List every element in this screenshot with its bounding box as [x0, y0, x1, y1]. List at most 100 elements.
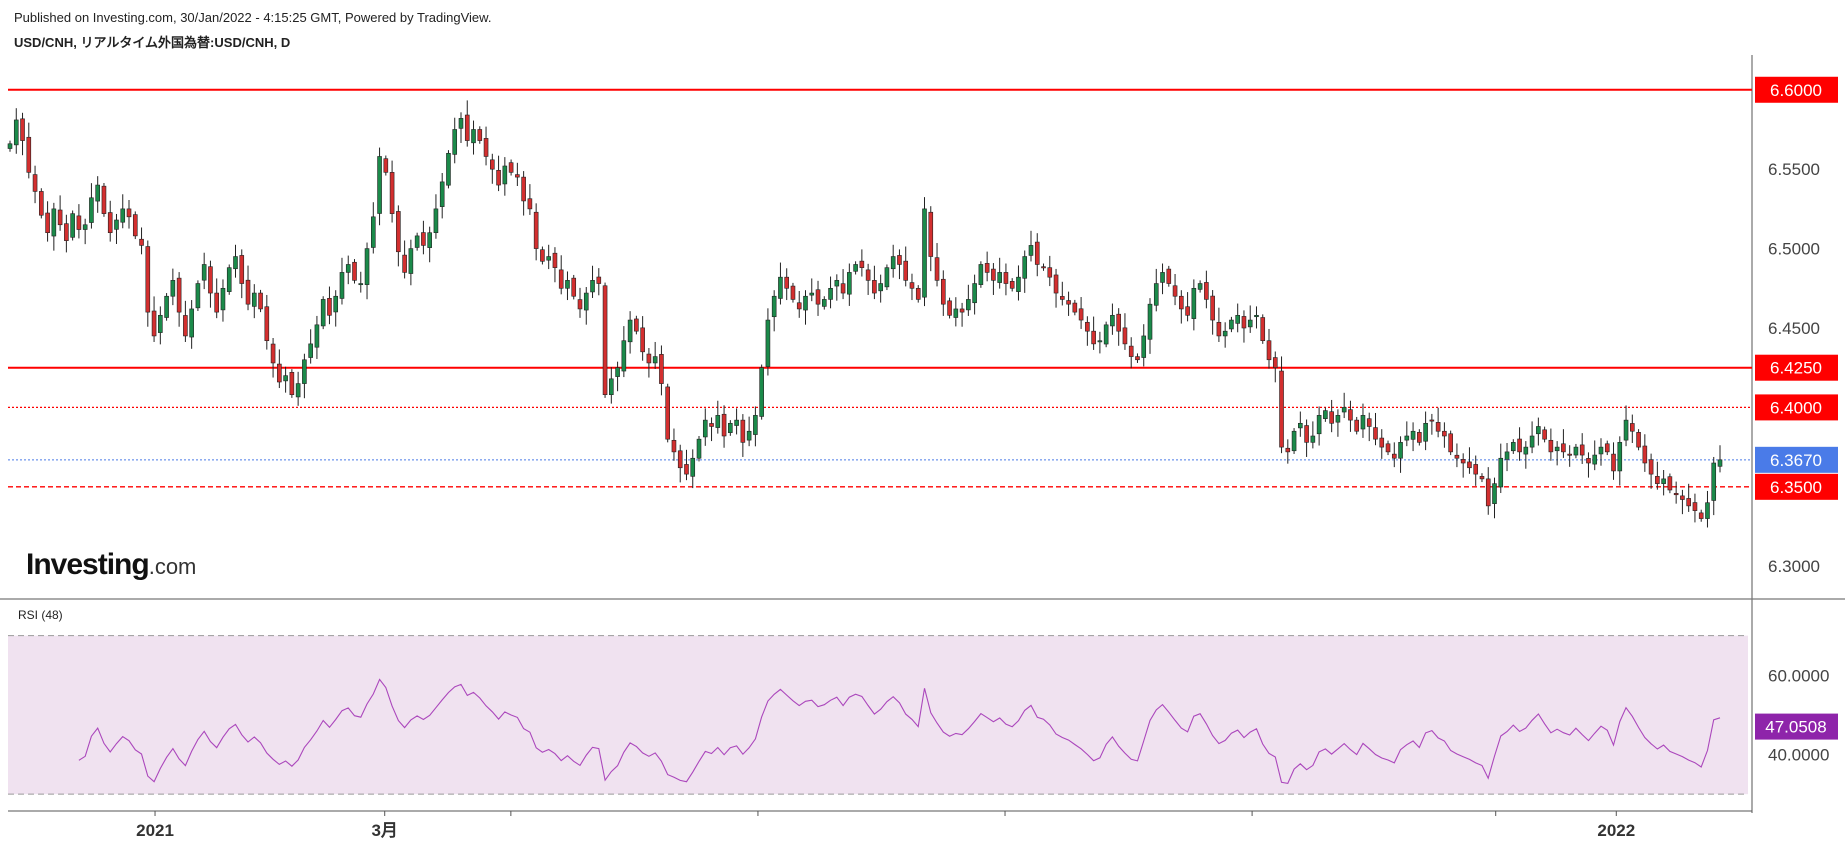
candle-body	[602, 285, 608, 396]
candle-body	[947, 300, 952, 316]
candle-body	[1485, 478, 1491, 507]
candle-body	[1310, 435, 1316, 443]
candle-body	[1153, 283, 1159, 306]
candle-body	[1517, 438, 1522, 453]
candle-body	[327, 297, 332, 316]
candle-body	[1348, 409, 1353, 421]
candle-body	[991, 268, 996, 281]
candle-body	[709, 423, 714, 427]
current-price-badge-bg	[1755, 446, 1838, 473]
candle-body	[258, 292, 263, 310]
candle-body	[922, 208, 927, 298]
candle-body	[552, 252, 558, 268]
candle-body	[753, 415, 758, 435]
candle-body	[139, 238, 144, 246]
candle-body	[1247, 319, 1253, 328]
candle-body	[1204, 282, 1209, 300]
candle-body	[540, 249, 545, 262]
candle-body	[446, 152, 451, 186]
candle-body	[145, 246, 151, 313]
candle-body	[615, 367, 620, 377]
candle-body	[1404, 435, 1410, 441]
candle-body	[778, 276, 783, 299]
candle-body	[521, 176, 526, 202]
candle-body	[1680, 495, 1685, 500]
candle-body	[7, 143, 13, 149]
candle-body	[1279, 370, 1284, 448]
published-note: Published on Investing.com, 30/Jan/2022 …	[14, 10, 492, 25]
candle-body	[934, 257, 940, 281]
candle-body	[865, 269, 871, 281]
candle-body	[771, 295, 777, 318]
candle-body	[13, 119, 19, 146]
candle-body	[527, 198, 533, 210]
candle-body	[1467, 461, 1472, 469]
candle-body	[1636, 432, 1641, 448]
candle-body	[1586, 458, 1591, 464]
candle-body	[677, 450, 683, 469]
candle-body	[859, 260, 865, 268]
level-badge-bg	[1755, 354, 1838, 381]
candle-body	[1561, 443, 1566, 453]
candle-body	[1410, 430, 1416, 440]
candle-body	[665, 386, 670, 440]
candle-body	[1504, 451, 1510, 460]
candle-body	[226, 267, 232, 292]
candle-body	[784, 276, 790, 289]
candle-body	[164, 295, 169, 318]
candle-body	[477, 129, 483, 141]
candle-body	[1354, 419, 1360, 432]
candle-body	[370, 216, 376, 248]
candle-body	[1567, 453, 1572, 456]
candle-body	[339, 272, 345, 299]
candle-body	[828, 287, 833, 300]
candle-body	[1360, 415, 1366, 430]
candle-body	[558, 269, 564, 289]
candle-body	[1379, 437, 1385, 448]
candle-body	[233, 256, 238, 270]
candle-body	[151, 310, 157, 337]
candle-body	[684, 464, 689, 475]
candle-body	[740, 419, 746, 443]
candle-body	[1072, 302, 1078, 313]
candle-body	[358, 283, 364, 286]
candle-body	[1116, 313, 1121, 332]
candle-body	[421, 232, 426, 246]
time-tick-label: 2022	[1597, 821, 1635, 840]
candle-body	[45, 212, 50, 234]
candle-body	[1241, 316, 1247, 329]
rsi-line	[78, 678, 1721, 785]
candle-body	[1554, 446, 1560, 452]
candle-body	[245, 279, 251, 305]
candle-body	[1128, 345, 1134, 357]
candle-body	[1291, 430, 1297, 452]
candle-body	[646, 353, 652, 364]
candle-body	[840, 283, 846, 294]
candle-body	[978, 264, 984, 285]
candle-body	[1648, 459, 1654, 475]
candle-body	[352, 261, 357, 281]
candle-body	[715, 415, 721, 428]
rsi-title: RSI (48)	[18, 608, 63, 622]
candle-body	[1429, 419, 1435, 422]
candle-body	[101, 185, 107, 214]
candle-body	[214, 292, 220, 313]
candle-body	[890, 256, 896, 270]
candle-body	[583, 292, 589, 311]
candle-body	[51, 208, 57, 237]
candle-body	[1592, 454, 1598, 465]
candle-body	[496, 169, 501, 186]
candle-body	[1097, 340, 1103, 343]
candle-body	[966, 299, 971, 311]
candle-body	[183, 315, 188, 337]
candle-body	[1172, 285, 1178, 297]
candle-body	[796, 302, 802, 310]
candle-body	[1272, 357, 1278, 369]
candle-body	[1179, 295, 1184, 310]
candle-body	[64, 223, 69, 241]
investing-logo: Investing.com	[26, 548, 196, 582]
candle-body	[1135, 356, 1140, 361]
candle-body	[1147, 303, 1153, 340]
candle-body	[1260, 317, 1266, 342]
